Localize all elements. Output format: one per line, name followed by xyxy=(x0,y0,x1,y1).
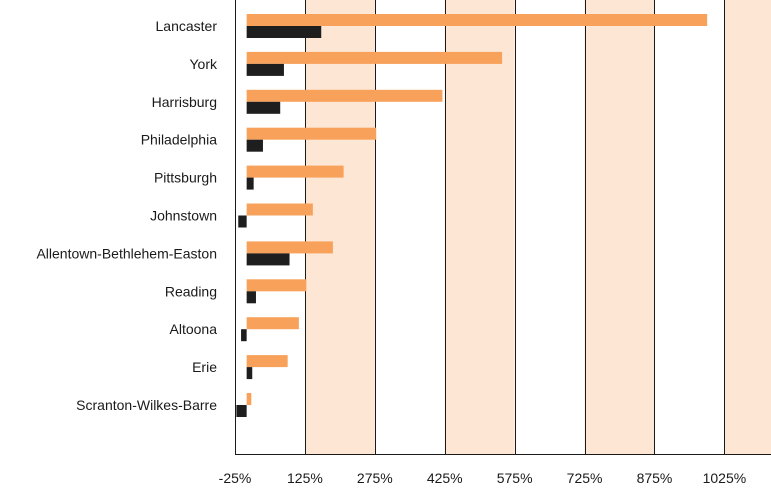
bar-dark-4 xyxy=(246,177,254,190)
bar-orange-8 xyxy=(246,317,299,330)
gridlines xyxy=(235,0,771,455)
category-label: Erie xyxy=(192,359,217,375)
bar-orange-6 xyxy=(246,241,333,254)
bar-dark-1 xyxy=(246,63,284,76)
bar-orange-10 xyxy=(246,393,252,405)
category-label: Pittsburgh xyxy=(154,170,217,186)
bar-dark-0 xyxy=(246,26,322,38)
bar-dark-7 xyxy=(246,291,256,304)
bar-dark-5 xyxy=(238,215,247,228)
category-label: Allentown-Bethlehem-Easton xyxy=(36,245,217,261)
bars xyxy=(236,14,708,417)
bar-dark-2 xyxy=(246,101,281,114)
category-label: York xyxy=(189,56,218,72)
x-tick-label: 575% xyxy=(497,470,533,486)
shaded-band-0 xyxy=(304,0,375,454)
bar-dark-10 xyxy=(236,405,247,417)
shaded-band-1 xyxy=(444,0,515,454)
bar-dark-6 xyxy=(246,253,290,266)
shaded-band-2 xyxy=(584,0,655,454)
x-tick-label: 125% xyxy=(287,470,323,486)
x-tick-label: 725% xyxy=(567,470,603,486)
category-label: Johnstown xyxy=(150,208,217,224)
bar-orange-3 xyxy=(246,127,377,140)
category-label: Lancaster xyxy=(156,18,218,34)
shaded-band-3 xyxy=(724,0,771,454)
x-tick-label: 425% xyxy=(427,470,463,486)
x-tick-label: 1025% xyxy=(703,470,747,486)
bar-orange-1 xyxy=(246,51,503,64)
x-tick-label: -25% xyxy=(219,470,252,486)
category-label: Harrisburg xyxy=(152,94,217,110)
category-labels: Lancaster York Harrisburg Philadelphia Pitts… xyxy=(36,18,218,413)
bar-dark-3 xyxy=(246,139,263,152)
bar-orange-5 xyxy=(246,203,313,216)
shaded-bands xyxy=(304,0,771,454)
bar-dark-8 xyxy=(241,329,247,342)
x-tick-label: 275% xyxy=(357,470,393,486)
category-label: Scranton-Wilkes-Barre xyxy=(76,397,217,413)
category-label: Reading xyxy=(165,283,217,299)
bar-dark-9 xyxy=(246,367,253,380)
x-tick-label: 875% xyxy=(637,470,673,486)
bar-orange-7 xyxy=(246,279,307,292)
bar-orange-0 xyxy=(246,14,708,26)
bar-orange-2 xyxy=(246,89,443,102)
category-label: Philadelphia xyxy=(141,132,217,148)
category-label: Altoona xyxy=(170,321,218,337)
bar-orange-4 xyxy=(246,165,344,178)
x-tick-labels: -25% 125% 275% 425% 575% 725% 875% 1025% xyxy=(219,470,747,486)
bar-orange-9 xyxy=(246,355,288,368)
